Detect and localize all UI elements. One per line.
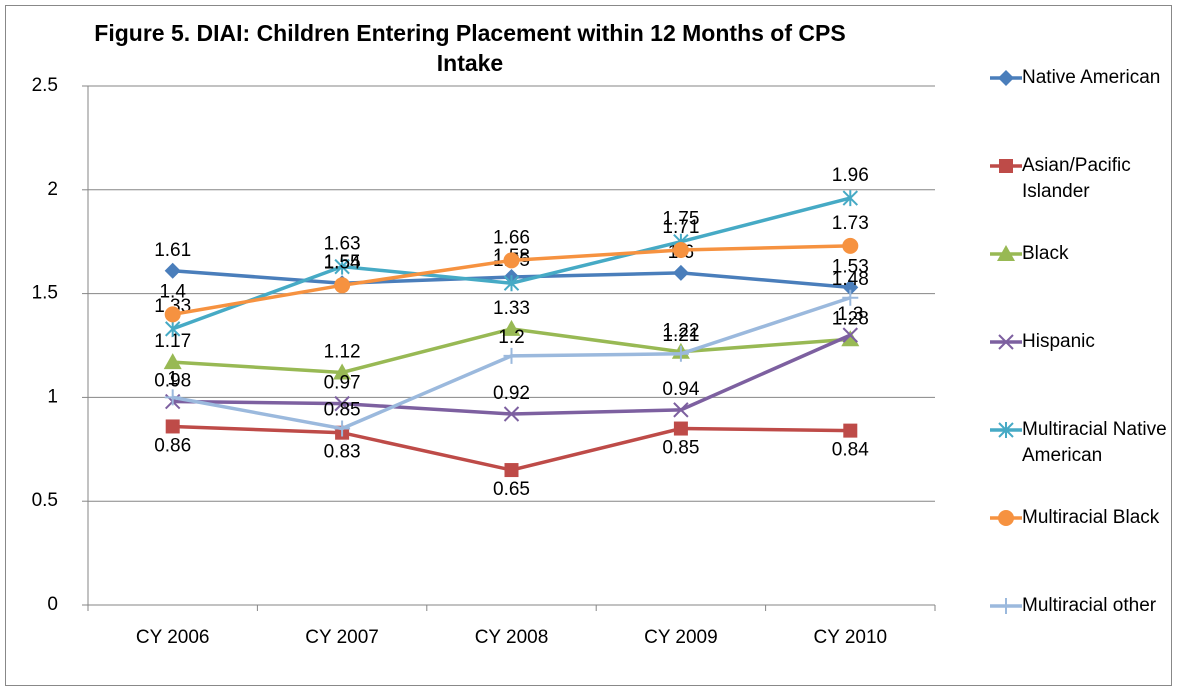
marker xyxy=(998,70,1014,86)
legend-label: Multiracial Black xyxy=(1022,507,1160,528)
data-label: 0.83 xyxy=(324,442,361,463)
marker xyxy=(503,347,520,364)
data-label: 0.94 xyxy=(662,379,699,400)
data-label: 0.92 xyxy=(493,383,530,404)
data-label: 0.85 xyxy=(324,400,361,421)
marker xyxy=(164,306,181,323)
data-label: 1.71 xyxy=(662,217,699,238)
marker xyxy=(842,190,859,207)
data-label: 1.12 xyxy=(324,342,361,363)
y-tick-label: 1.5 xyxy=(32,283,58,304)
x-tick-label: CY 2010 xyxy=(813,627,887,648)
marker xyxy=(998,598,1014,614)
marker xyxy=(164,389,181,406)
y-tick-label: 0.5 xyxy=(32,490,58,511)
data-label: 0.65 xyxy=(493,479,530,500)
marker xyxy=(672,345,689,362)
data-label: 1.75 xyxy=(662,209,699,230)
legend-label: Black xyxy=(1022,243,1069,264)
marker xyxy=(164,320,181,337)
marker xyxy=(334,420,351,437)
legend-label: Hispanic xyxy=(1022,331,1095,352)
marker xyxy=(503,252,520,269)
data-label: 0.86 xyxy=(154,435,191,456)
data-label: 0.85 xyxy=(662,438,699,459)
marker xyxy=(673,402,689,418)
marker xyxy=(502,319,521,336)
marker xyxy=(163,353,182,370)
data-label: 1.2 xyxy=(498,327,524,348)
marker xyxy=(842,327,859,343)
data-label: 1.63 xyxy=(324,234,361,255)
data-label: 1.61 xyxy=(154,240,191,261)
data-label: 1.48 xyxy=(832,269,869,290)
marker xyxy=(333,363,352,380)
data-label: 0.98 xyxy=(154,371,191,392)
y-tick-label: 2.5 xyxy=(32,75,58,96)
data-label: 1.17 xyxy=(154,331,191,352)
marker xyxy=(334,395,350,412)
data-label: 1.21 xyxy=(662,325,699,346)
chart-title: Figure 5. DIAI: Children Entering Placem… xyxy=(94,20,846,76)
x-tick-label: CY 2006 xyxy=(136,627,210,648)
data-label: 0.97 xyxy=(324,373,361,394)
marker xyxy=(672,242,689,259)
marker xyxy=(504,463,519,478)
x-tick-label: CY 2008 xyxy=(475,627,549,648)
marker xyxy=(998,334,1014,350)
data-label: 1.73 xyxy=(832,213,869,234)
marker xyxy=(673,421,688,436)
marker xyxy=(999,159,1013,173)
marker xyxy=(165,419,180,434)
x-tick-label: CY 2007 xyxy=(305,627,379,648)
data-label: 1.4 xyxy=(159,281,186,302)
legend-label: Native American xyxy=(1022,67,1161,88)
legend-label: Asian/Pacific Islander xyxy=(1022,155,1131,202)
y-tick-label: 2 xyxy=(47,179,58,200)
data-label: 1.28 xyxy=(832,308,869,329)
legend-label: Multiracial other xyxy=(1022,595,1157,616)
data-label: 0.84 xyxy=(832,440,869,461)
marker xyxy=(997,245,1015,261)
marker xyxy=(164,262,181,279)
x-tick-label: CY 2009 xyxy=(644,627,718,648)
data-label: 1.66 xyxy=(493,227,530,248)
data-label: 1.33 xyxy=(493,298,530,319)
marker xyxy=(998,422,1014,438)
marker xyxy=(503,275,520,292)
marker xyxy=(334,258,350,275)
marker xyxy=(842,279,859,296)
data-label: 1.96 xyxy=(832,165,869,186)
marker xyxy=(334,277,351,294)
chart-border xyxy=(5,5,1172,686)
data-label: 1.3 xyxy=(837,304,863,325)
marker xyxy=(842,289,859,306)
marker xyxy=(841,330,860,347)
marker xyxy=(672,264,689,281)
data-label: 1.54 xyxy=(324,252,361,273)
y-tick-label: 0 xyxy=(47,594,58,615)
legend-label: Multiracial Native American xyxy=(1022,419,1167,466)
marker xyxy=(503,406,520,422)
marker xyxy=(843,423,858,438)
y-tick-label: 1 xyxy=(47,386,58,407)
data-label: 1 xyxy=(167,368,178,389)
data-label: 1.53 xyxy=(832,256,869,277)
marker xyxy=(998,510,1014,526)
data-label: 1.22 xyxy=(662,321,699,342)
marker xyxy=(842,237,859,254)
